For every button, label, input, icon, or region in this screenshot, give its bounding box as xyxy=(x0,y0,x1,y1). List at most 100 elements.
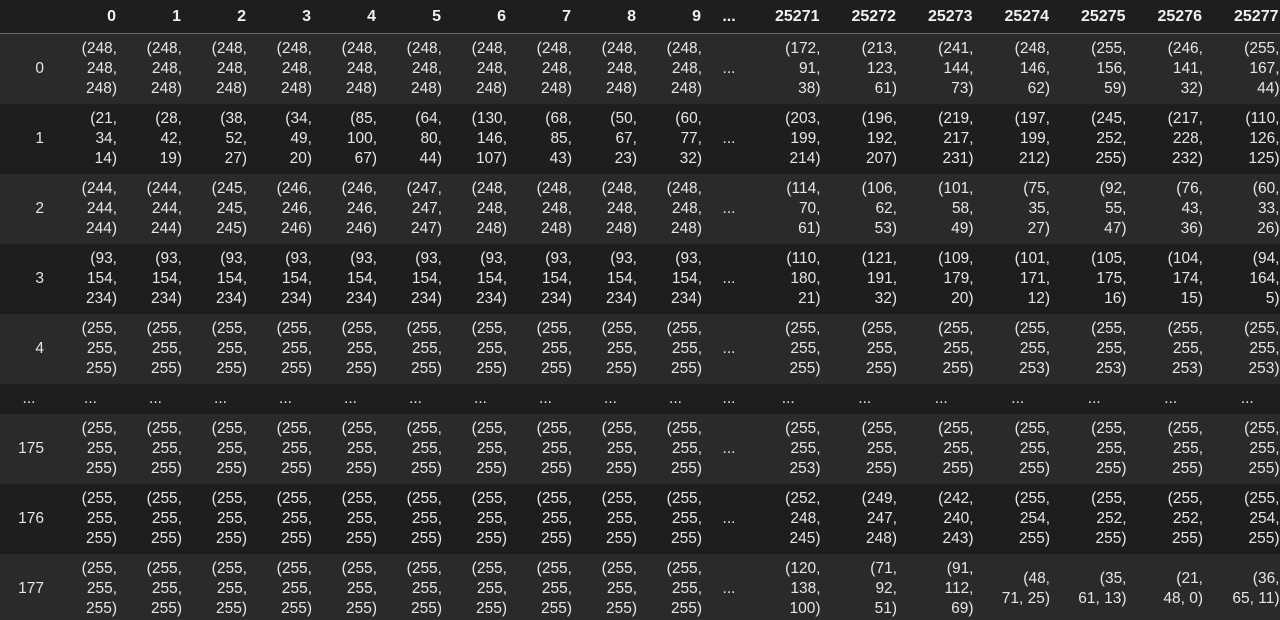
header-row: 0 1 2 3 4 5 6 7 8 9... 25271 25272 25273 25274 25275 25… xyxy=(0,0,1280,34)
table-cell: (121, 191, 32) xyxy=(826,244,903,314)
table-cell: (71, 92, 51) xyxy=(826,554,903,620)
table-cell: (255, 255, 255) xyxy=(188,414,253,484)
column-header: 25272 xyxy=(826,0,903,34)
table-cell: (255, 255, 255) xyxy=(188,554,253,620)
table-cell-ellipsis: ... xyxy=(1056,384,1133,414)
cell-text: (36, xyxy=(1252,570,1280,587)
table-cell: (255, 255, 255) xyxy=(123,484,188,554)
table-cell: (110, 180, 21) xyxy=(750,244,827,314)
cell-text: (255, xyxy=(536,320,572,337)
row-index: 4 xyxy=(0,314,58,384)
table-cell: (34, 49, 20) xyxy=(253,104,318,174)
cell-text: (255, xyxy=(1244,420,1280,437)
cell-text: 255, xyxy=(866,340,897,357)
cell-text: 234) xyxy=(540,290,572,307)
cell-text: 154, xyxy=(281,270,312,287)
table-cell: (244, 244, 244) xyxy=(123,174,188,244)
cell-text: 255) xyxy=(475,360,507,377)
cell-text: (93, xyxy=(675,250,702,267)
cell-text: 15) xyxy=(1180,290,1203,307)
column-header: 25271 xyxy=(750,0,827,34)
cell-text: (255, xyxy=(471,490,507,507)
table-cell: (246, 141, 32) xyxy=(1132,33,1209,104)
cell-text: (197, xyxy=(1014,110,1050,127)
cell-text: 255, xyxy=(1096,340,1127,357)
cell-text: 217, xyxy=(943,130,974,147)
cell-text: (255, xyxy=(146,320,182,337)
row-index: 175 xyxy=(0,414,58,484)
table-cell: (93, 154, 234) xyxy=(318,244,383,314)
cell-text: 244) xyxy=(85,220,117,237)
cell-text: (248, xyxy=(601,40,637,57)
table-cell-ellipsis: ... xyxy=(643,384,708,414)
cell-text: 248, xyxy=(411,60,442,77)
cell-text: (255, xyxy=(861,420,897,437)
cell-text: 91, xyxy=(798,60,821,77)
table-cell: (255, 255, 253) xyxy=(1209,314,1280,384)
cell-text: (28, xyxy=(155,110,182,127)
cell-text: 234) xyxy=(345,290,377,307)
cell-text: 43) xyxy=(549,150,572,167)
cell-text: (255, xyxy=(1091,40,1127,57)
cell-text: 246) xyxy=(345,220,377,237)
cell-text: 59) xyxy=(1104,80,1127,97)
cell-text: (255, xyxy=(785,320,821,337)
cell-text: 255, xyxy=(790,340,821,357)
column-header: 6 xyxy=(448,0,513,34)
cell-text: ... xyxy=(409,390,422,407)
cell-text: (247, xyxy=(406,180,442,197)
cell-text: (255, xyxy=(406,560,442,577)
cell-text: (85, xyxy=(350,110,377,127)
table-cell-ellipsis: ... xyxy=(1132,384,1209,414)
cell-text: 248, xyxy=(281,60,312,77)
cell-text: 23) xyxy=(614,150,637,167)
cell-text: 42, xyxy=(160,130,182,147)
cell-text: 255, xyxy=(541,340,572,357)
cell-text: 51) xyxy=(874,600,897,617)
cell-text: 171, xyxy=(1019,270,1050,287)
cell-text: 38) xyxy=(798,80,821,97)
cell-text: (109, xyxy=(938,250,974,267)
cell-text: 255) xyxy=(670,600,702,617)
cell-text: 26) xyxy=(1257,220,1280,237)
column-header: 3 xyxy=(253,0,318,34)
cell-text: (255, xyxy=(276,320,312,337)
cell-text: 35, xyxy=(1028,200,1050,217)
table-cell: (197, 199, 212) xyxy=(979,104,1056,174)
cell-text: 27) xyxy=(224,150,247,167)
table-cell: (255, 252, 255) xyxy=(1056,484,1133,554)
cell-text: 255, xyxy=(1019,340,1050,357)
cell-text: (255, xyxy=(406,490,442,507)
cell-text: 141, xyxy=(1172,60,1203,77)
table-cell: (172, 91, 38) xyxy=(750,33,827,104)
table-cell: (106, 62, 53) xyxy=(826,174,903,244)
cell-text: 214) xyxy=(789,150,821,167)
table-cell: (255, 255, 255) xyxy=(58,554,123,620)
cell-text: 255, xyxy=(411,580,442,597)
table-cell: (248, 248, 248) xyxy=(58,33,123,104)
table-cell: (93, 154, 234) xyxy=(513,244,578,314)
cell-text: 255) xyxy=(215,360,247,377)
cell-text: (255, xyxy=(211,490,247,507)
column-header: 25276 xyxy=(1132,0,1209,34)
cell-text: 253) xyxy=(1248,360,1280,377)
row-index: ... xyxy=(0,384,58,414)
column-header: 8 xyxy=(578,0,643,34)
cell-text: 47) xyxy=(1104,220,1127,237)
table-cell-ellipsis: ... xyxy=(750,384,827,414)
cell-text: (244, xyxy=(146,180,182,197)
cell-text: 123, xyxy=(866,60,897,77)
table-cell: (248, 248, 248) xyxy=(318,33,383,104)
cell-text: (255, xyxy=(81,560,117,577)
cell-text: 255) xyxy=(280,360,312,377)
cell-text: 255, xyxy=(476,580,507,597)
table-cell: (114, 70, 61) xyxy=(750,174,827,244)
cell-text: (255, xyxy=(938,420,974,437)
cell-text: 248) xyxy=(670,220,702,237)
cell-text: 255) xyxy=(670,460,702,477)
row-index: 177 xyxy=(0,554,58,620)
table-cell: (245, 252, 255) xyxy=(1056,104,1133,174)
table-cell-ellipsis: ... xyxy=(383,384,448,414)
cell-text: 255, xyxy=(943,440,974,457)
cell-text: 255) xyxy=(1095,150,1127,167)
